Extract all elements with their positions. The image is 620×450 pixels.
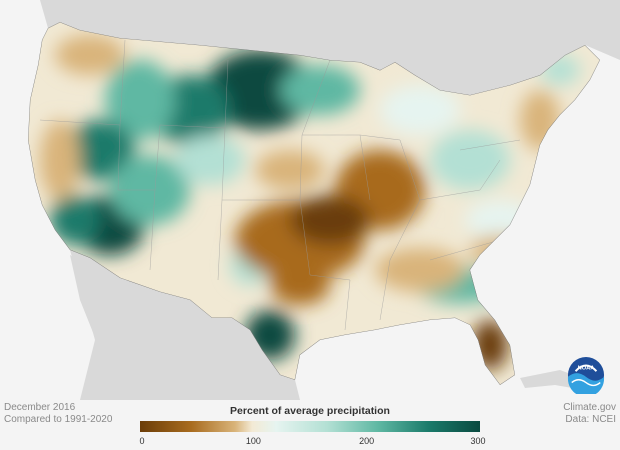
source-caption: Climate.gov Data: NCEI xyxy=(563,402,616,426)
mexico-landmass xyxy=(70,250,300,400)
baseline-text: Compared to 1991-2020 xyxy=(4,414,113,425)
noaa-logo-text: NOAA xyxy=(578,365,595,371)
noaa-logo-icon: NOAA xyxy=(567,356,605,394)
canada-landmass xyxy=(0,0,620,95)
legend-tick-label: 300 xyxy=(470,436,486,446)
baja-peninsula xyxy=(70,255,135,395)
date-caption: December 2016 Compared to 1991-2020 xyxy=(4,402,112,426)
legend-tick-label: 100 xyxy=(245,436,261,446)
legend-colorbar xyxy=(140,421,480,432)
legend-title: Percent of average precipitation xyxy=(230,405,390,417)
source-data-text: Data: NCEI xyxy=(565,414,616,425)
precipitation-map xyxy=(0,0,620,400)
legend-tick-label: 200 xyxy=(359,436,375,446)
source-site-text: Climate.gov xyxy=(563,402,616,413)
legend-tick-label: 0 xyxy=(139,436,145,446)
date-text: December 2016 xyxy=(4,402,76,413)
precipitation-field xyxy=(28,22,600,385)
